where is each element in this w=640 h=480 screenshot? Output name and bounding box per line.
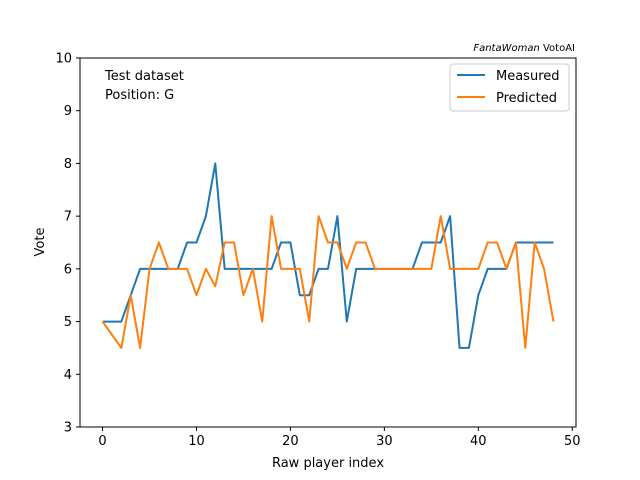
watermark: FantaWoman VotoAI bbox=[473, 43, 575, 54]
y-tick-label: 4 bbox=[64, 368, 72, 383]
x-tick-label: 0 bbox=[98, 434, 106, 449]
y-tick-label: 6 bbox=[64, 262, 72, 277]
plot-frame bbox=[79, 57, 577, 428]
y-axis-ticks: 3 4 5 6 7 8 9 10 bbox=[55, 52, 80, 436]
x-tick-label: 20 bbox=[282, 434, 299, 449]
y-tick-label: 9 bbox=[64, 104, 72, 119]
y-tick-label: 7 bbox=[64, 210, 72, 225]
annotation-position: Position: G bbox=[105, 88, 174, 103]
x-tick-label: 40 bbox=[470, 434, 487, 449]
x-tick-label: 50 bbox=[564, 434, 581, 449]
legend: Measured Predicted bbox=[449, 63, 570, 112]
legend-label-measured: Measured bbox=[496, 69, 560, 84]
x-axis-label: Raw player index bbox=[272, 456, 384, 471]
x-axis-ticks: 0 10 20 30 40 50 bbox=[98, 427, 581, 449]
x-tick-label: 10 bbox=[188, 434, 205, 449]
series-line-predicted bbox=[101, 215, 555, 349]
y-tick-label: 8 bbox=[64, 157, 72, 172]
y-tick-label: 10 bbox=[55, 52, 72, 67]
y-tick-label: 3 bbox=[64, 421, 72, 436]
annotation-dataset: Test dataset bbox=[104, 69, 184, 84]
y-tick-label: 5 bbox=[64, 315, 72, 330]
legend-label-predicted: Predicted bbox=[496, 91, 557, 106]
x-tick-label: 30 bbox=[376, 434, 393, 449]
y-axis-label: Vote bbox=[33, 228, 48, 257]
series-layer bbox=[101, 162, 555, 349]
